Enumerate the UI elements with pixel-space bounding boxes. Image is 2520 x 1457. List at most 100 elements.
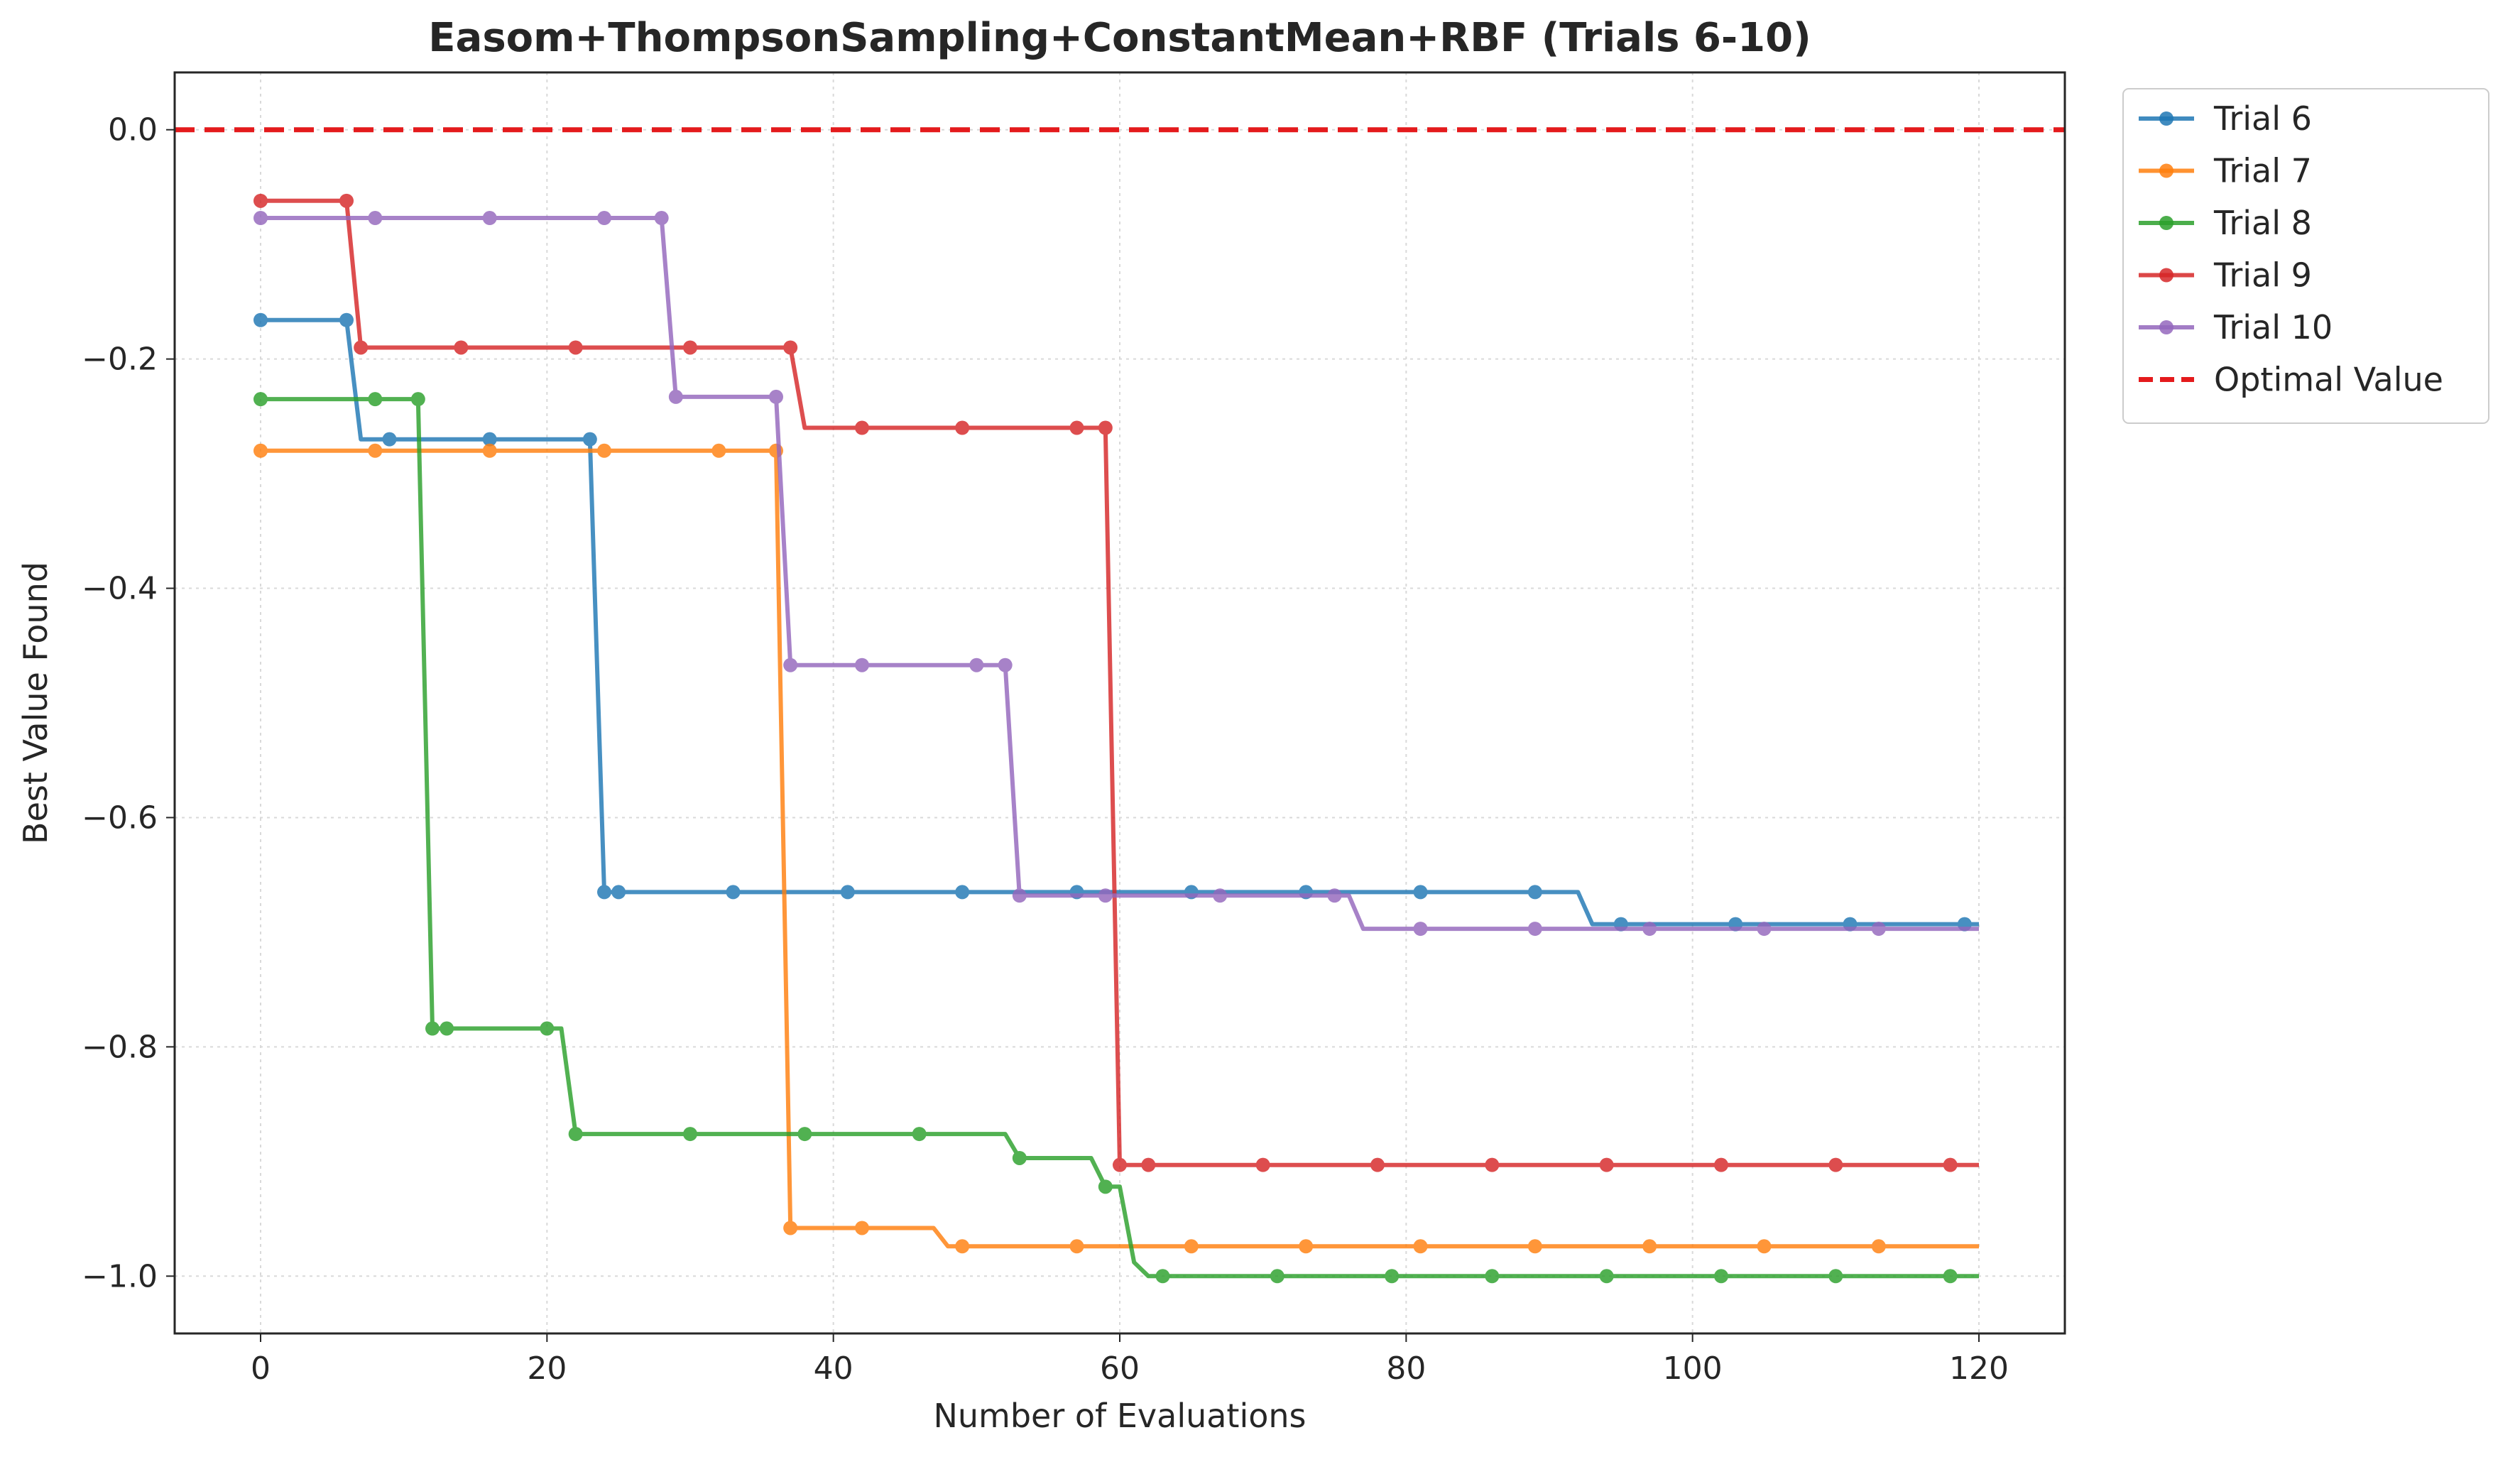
legend-label-trial-6: Trial 6 xyxy=(2213,99,2312,138)
data-point-trial-10 xyxy=(1327,888,1342,903)
data-point-trial-9 xyxy=(1098,420,1113,435)
data-point-trial-6 xyxy=(339,312,354,327)
data-point-trial-10 xyxy=(1871,922,1886,937)
data-point-trial-10 xyxy=(1642,922,1657,937)
data-point-trial-6 xyxy=(840,885,855,900)
series-line-trial-9 xyxy=(261,198,1979,1167)
data-point-trial-6 xyxy=(1413,885,1428,900)
data-point-trial-7 xyxy=(855,1221,869,1235)
series-trial-10 xyxy=(253,211,1979,937)
data-point-trial-10 xyxy=(855,657,869,672)
data-point-trial-10 xyxy=(1757,922,1772,937)
legend-marker-trial-10 xyxy=(2159,320,2173,334)
data-point-trial-8 xyxy=(425,1021,440,1036)
data-point-trial-8 xyxy=(1828,1269,1843,1284)
data-point-trial-9 xyxy=(1113,1157,1127,1172)
data-point-trial-8 xyxy=(1012,1150,1027,1165)
data-point-trial-9 xyxy=(1370,1157,1385,1172)
y-tick-label: −0.8 xyxy=(82,1029,158,1065)
data-point-trial-6 xyxy=(611,885,626,900)
legend: Trial 6 Trial 7 Trial 8 Trial 9 Trial 10 Opti… xyxy=(2122,88,2489,424)
series-line-trial-6 xyxy=(261,317,1979,927)
legend-marker-trial-8 xyxy=(2159,216,2173,230)
legend-marker-trial-9 xyxy=(2159,268,2173,283)
data-point-trial-6 xyxy=(382,432,397,447)
data-point-trial-8 xyxy=(1270,1269,1284,1284)
data-point-trial-10 xyxy=(368,211,383,226)
data-point-trial-7 xyxy=(1299,1239,1314,1254)
data-point-trial-7 xyxy=(1527,1239,1542,1254)
legend-label-optimal-value: Optimal Value xyxy=(2214,361,2443,399)
data-point-trial-9 xyxy=(354,340,369,355)
y-tick-label: −0.2 xyxy=(82,342,158,378)
data-point-trial-9 xyxy=(253,193,268,208)
data-point-trial-9 xyxy=(1714,1157,1728,1172)
data-point-trial-10 xyxy=(253,211,268,226)
data-point-trial-10 xyxy=(1012,888,1027,903)
data-point-trial-7 xyxy=(955,1239,970,1254)
data-point-trial-6 xyxy=(1527,885,1542,900)
y-tick-label: −1.0 xyxy=(82,1258,158,1294)
legend-box xyxy=(2122,88,2489,424)
data-point-trial-7 xyxy=(253,443,268,458)
x-tick-label: 120 xyxy=(1949,1350,2009,1387)
legend-label-trial-8: Trial 8 xyxy=(2213,204,2312,242)
data-point-trial-9 xyxy=(568,340,583,355)
data-point-trial-6 xyxy=(582,432,597,447)
data-point-trial-7 xyxy=(1757,1239,1772,1254)
data-point-trial-10 xyxy=(1213,888,1228,903)
data-point-trial-7 xyxy=(1184,1239,1199,1254)
data-point-trial-10 xyxy=(1413,922,1428,937)
y-tick-label: −0.6 xyxy=(82,800,158,836)
data-point-trial-10 xyxy=(654,211,669,226)
data-point-trial-8 xyxy=(1385,1269,1400,1284)
x-tick-label: 60 xyxy=(1100,1350,1140,1387)
data-point-trial-6 xyxy=(482,432,497,447)
y-axis-label: Best Value Found xyxy=(16,562,55,844)
data-point-trial-8 xyxy=(568,1127,583,1142)
data-point-trial-10 xyxy=(597,211,611,226)
y-tick-label: −0.4 xyxy=(82,571,158,607)
data-point-trial-7 xyxy=(1871,1239,1886,1254)
data-point-trial-7 xyxy=(783,1221,798,1235)
data-point-trial-8 xyxy=(410,392,425,407)
data-point-trial-6 xyxy=(726,885,741,900)
data-point-trial-10 xyxy=(998,657,1013,672)
x-tick-label: 0 xyxy=(251,1350,271,1387)
legend-marker-trial-6 xyxy=(2159,111,2173,126)
data-point-trial-9 xyxy=(955,420,970,435)
data-point-trial-8 xyxy=(797,1127,812,1142)
legend-label-trial-10: Trial 10 xyxy=(2213,308,2333,346)
data-point-trial-8 xyxy=(1155,1269,1170,1284)
data-point-trial-8 xyxy=(1098,1179,1113,1194)
data-point-trial-8 xyxy=(1599,1269,1614,1284)
data-point-trial-8 xyxy=(1943,1269,1958,1284)
data-point-trial-7 xyxy=(597,443,611,458)
data-point-trial-6 xyxy=(597,885,611,900)
x-tick-label: 20 xyxy=(527,1350,567,1387)
data-point-trial-10 xyxy=(783,657,798,672)
data-point-trial-6 xyxy=(253,312,268,327)
data-point-trial-9 xyxy=(454,340,469,355)
x-tick-label: 100 xyxy=(1663,1350,1723,1387)
data-point-trial-8 xyxy=(440,1021,454,1036)
chart-title: Easom+ThompsonSampling+ConstantMean+RBF … xyxy=(428,15,1811,61)
data-point-trial-8 xyxy=(912,1127,927,1142)
y-tick-label: 0.0 xyxy=(108,112,158,148)
data-point-trial-8 xyxy=(540,1021,555,1036)
x-tick-label: 40 xyxy=(814,1350,853,1387)
data-point-trial-7 xyxy=(1413,1239,1428,1254)
legend-marker-trial-7 xyxy=(2159,163,2173,178)
data-point-trial-9 xyxy=(1828,1157,1843,1172)
x-tick-label: 80 xyxy=(1386,1350,1426,1387)
series-line-trial-10 xyxy=(261,216,1979,932)
data-point-trial-8 xyxy=(253,392,268,407)
data-point-trial-8 xyxy=(683,1127,697,1142)
data-point-trial-6 xyxy=(955,885,970,900)
data-point-trial-8 xyxy=(368,392,383,407)
data-point-trial-10 xyxy=(769,389,783,404)
x-axis-label: Number of Evaluations xyxy=(933,1397,1306,1435)
series-layer xyxy=(253,193,1979,1284)
